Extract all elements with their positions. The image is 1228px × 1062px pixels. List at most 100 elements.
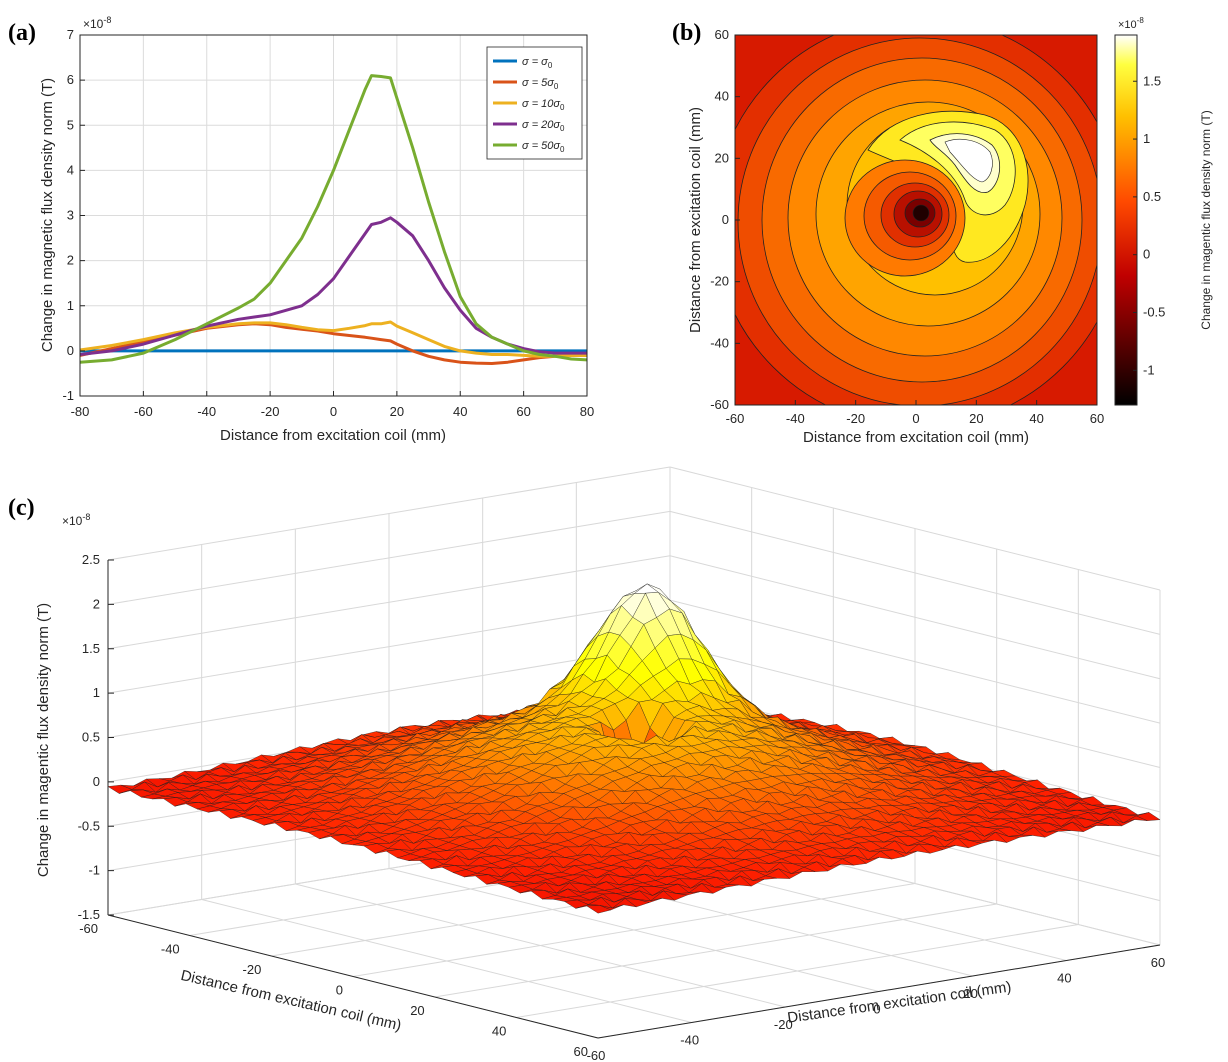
colorbar-tick-label: 0.5 bbox=[1143, 189, 1161, 204]
c-z-tick-label: 2 bbox=[93, 596, 100, 611]
a-x-tick-label: -60 bbox=[134, 404, 153, 419]
c-y-tick-label: -40 bbox=[680, 1033, 699, 1048]
panel-a-label: (a) bbox=[8, 20, 36, 46]
a-x-tick-label: 20 bbox=[390, 404, 404, 419]
panel-b-contour-field bbox=[735, 35, 1097, 405]
legend-entry-3: σ = 20σ0 bbox=[522, 119, 565, 133]
panel-a-series bbox=[79, 74, 588, 365]
c-y-axis-line bbox=[597, 944, 1161, 1039]
panel-a-y-axis-label: Change in magnetic flux density norm (T) bbox=[39, 78, 56, 352]
a-y-tick-label: -1 bbox=[62, 388, 74, 403]
c-y-tick-label: 20 bbox=[963, 986, 977, 1001]
c-x-tick-label: -40 bbox=[161, 942, 180, 957]
a-x-tick-label: 40 bbox=[453, 404, 467, 419]
a-y-tick-label: 0 bbox=[67, 343, 74, 358]
a-x-tick-label: 0 bbox=[330, 404, 337, 419]
a-x-tick-label: -20 bbox=[261, 404, 280, 419]
c-wall-grid bbox=[107, 510, 671, 605]
legend-entry-2: σ = 10σ0 bbox=[522, 98, 565, 112]
b-x-tick-label: 40 bbox=[1029, 411, 1043, 426]
a-x-tick-label: -80 bbox=[71, 404, 90, 419]
b-y-tick-label: -60 bbox=[710, 397, 729, 412]
b-x-tick-label: 20 bbox=[969, 411, 983, 426]
c-z-tick-label: -1 bbox=[88, 863, 100, 878]
c-z-tick-label: 0 bbox=[93, 774, 100, 789]
panel-b-colorbar-exponent: ×10-8 bbox=[1118, 16, 1144, 31]
c-y-tick-label: 0 bbox=[873, 1002, 880, 1017]
a-y-tick-label: 4 bbox=[67, 162, 74, 177]
a-x-tick-label: 60 bbox=[516, 404, 530, 419]
c-x-tick-label: -20 bbox=[243, 962, 262, 977]
panel-b-heatmap: (b) -60 -40 -20 0 20 40 60 -60 -40 -20 0 20 40 60 Dis… bbox=[672, 16, 1213, 446]
a-y-tick-label: 3 bbox=[67, 208, 74, 223]
c-wall-grid bbox=[107, 644, 671, 738]
c-wall-grid bbox=[669, 644, 1161, 768]
panel-b-colorbar bbox=[1114, 34, 1138, 406]
b-x-tick-label: -40 bbox=[786, 411, 805, 426]
series-line-4 bbox=[79, 74, 588, 364]
c-wall-grid bbox=[107, 555, 671, 650]
c-z-tick-label: 1 bbox=[93, 685, 100, 700]
panel-b-x-axis-label: Distance from excitation coil (mm) bbox=[803, 429, 1029, 446]
panel-b-colorbar-ticks: -1 -0.5 0 0.5 1 1.5 bbox=[1133, 73, 1165, 377]
a-x-tick-label: 80 bbox=[580, 404, 594, 419]
legend-entry-0: σ = σ0 bbox=[522, 56, 553, 70]
colorbar-tick-label: -0.5 bbox=[1143, 305, 1165, 320]
c-wall-grid bbox=[669, 599, 1161, 724]
b-x-tick-label: -60 bbox=[726, 411, 745, 426]
colorbar-tick-label: 1.5 bbox=[1143, 73, 1161, 88]
b-y-tick-label: -40 bbox=[710, 335, 729, 350]
panel-c-surface bbox=[107, 583, 1161, 914]
legend-entry-4: σ = 50σ0 bbox=[522, 140, 565, 154]
a-y-tick-label: 1 bbox=[67, 298, 74, 313]
b-y-tick-label: -20 bbox=[710, 274, 729, 289]
panel-c-ticks: -1.5-1-0.500.511.522.5-60-40-200204060-6… bbox=[78, 552, 1166, 1062]
c-z-tick-label: 1.5 bbox=[82, 641, 100, 656]
c-wall-grid bbox=[669, 510, 1161, 635]
c-wall-grid bbox=[669, 466, 1161, 591]
panel-b-colorbar-label: Change in magentic flux density norm (T) bbox=[1199, 110, 1213, 329]
panel-c-x-axis-label: Distance from excitation coil (mm) bbox=[179, 967, 403, 1034]
panel-c-label: (c) bbox=[8, 495, 35, 521]
c-y-tick-label: -60 bbox=[587, 1048, 606, 1062]
b-x-tick-label: -20 bbox=[846, 411, 865, 426]
b-y-tick-label: 20 bbox=[715, 150, 729, 165]
c-z-tick-label: -0.5 bbox=[78, 818, 100, 833]
c-z-tick-label: -1.5 bbox=[78, 907, 100, 922]
a-x-tick-label: -40 bbox=[197, 404, 216, 419]
c-wall-grid bbox=[107, 466, 671, 561]
c-x-tick-label: -60 bbox=[79, 921, 98, 936]
c-x-tick-label: 40 bbox=[492, 1024, 506, 1039]
series-line-2 bbox=[79, 320, 587, 358]
a-y-tick-label: 2 bbox=[67, 253, 74, 268]
a-y-tick-label: 6 bbox=[67, 72, 74, 87]
panel-c-z-exponent: ×10-8 bbox=[62, 512, 90, 528]
a-y-tick-label: 5 bbox=[67, 117, 74, 132]
c-z-tick-label: 0.5 bbox=[82, 730, 100, 745]
c-x-tick-label: 20 bbox=[410, 1003, 424, 1018]
b-x-tick-label: 60 bbox=[1090, 411, 1104, 426]
c-z-tick-label: 2.5 bbox=[82, 552, 100, 567]
b-y-tick-label: 0 bbox=[722, 212, 729, 227]
c-x-tick-label: 0 bbox=[336, 983, 343, 998]
colorbar-tick-label: -1 bbox=[1143, 362, 1155, 377]
panel-b-y-axis-label: Distance from excitation coil (mm) bbox=[687, 107, 704, 333]
surface-patch bbox=[586, 905, 612, 914]
b-y-tick-label: 40 bbox=[715, 89, 729, 104]
panel-c-z-axis-label: Change in magentic flux density norm (T) bbox=[35, 603, 52, 877]
c-wall-grid bbox=[669, 555, 1161, 680]
c-y-tick-label: 40 bbox=[1057, 971, 1071, 986]
a-y-tick-label: 7 bbox=[67, 27, 74, 42]
b-x-tick-label: 0 bbox=[912, 411, 919, 426]
b-y-tick-label: 60 bbox=[715, 27, 729, 42]
panel-b-label: (b) bbox=[672, 20, 701, 46]
panel-c-y-axis-label: Distance from excitation coil (mm) bbox=[786, 978, 1012, 1026]
panel-a-y-exponent: ×10-8 bbox=[83, 15, 111, 31]
panel-a-ticks: -80 -60 -40 -20 0 20 40 60 80 -1 0 1 2 3 4 5 6 7 bbox=[62, 27, 594, 419]
colorbar-tick-label: 1 bbox=[1143, 131, 1150, 146]
colorbar-tick-label: 0 bbox=[1143, 247, 1150, 262]
c-wall-grid bbox=[107, 599, 671, 694]
panel-a-line-chart: (a) -80 -60 -40 -20 0 20 40 60 80 -1 0 1 2 3 4 5 6 7 ×10-… bbox=[8, 15, 594, 444]
legend-entry-1: σ = 5σ0 bbox=[522, 77, 559, 91]
c-y-tick-label: -20 bbox=[774, 1017, 793, 1032]
